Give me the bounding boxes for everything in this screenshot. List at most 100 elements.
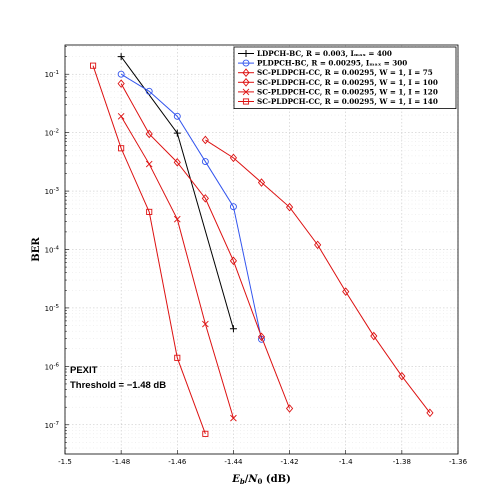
data-point (90, 62, 97, 69)
x-axis-label: Eb/N0 (dB) (231, 474, 291, 486)
legend-label: LDPCH-BC, R = 0.003, Iₘₐₓ = 400 (257, 49, 392, 58)
data-point (426, 408, 434, 418)
legend-entries: LDPCH-BC, R = 0.003, Iₘₐₓ = 400PLDPCH-BC… (238, 49, 438, 106)
x-axis-label-b: b (240, 477, 245, 486)
legend-label: PLDPCH-BC, R = 0.00295, Iₘₐₓ = 300 (257, 59, 407, 68)
legend: LDPCH-BC, R = 0.003, Iₘₐₓ = 400PLDPCH-BC… (233, 46, 457, 109)
x-axis-label-n: N (247, 474, 258, 485)
legend-label: SC-PLDPCH-CC, R = 0.00295, W = 1, I = 10… (257, 78, 438, 87)
y-tick-exp: -4 (54, 246, 60, 252)
data-point (173, 158, 181, 167)
data-point (174, 354, 181, 361)
series-1 (117, 53, 237, 333)
legend-swatch-marker (242, 98, 250, 105)
data-point (173, 129, 181, 137)
x-tick-label: -1.46 (168, 458, 187, 466)
data-point (314, 240, 322, 250)
data-point (229, 203, 237, 211)
y-tick-exp: -6 (54, 362, 60, 368)
x-tick-label: -1.48 (112, 458, 130, 466)
y-tick-label: 10-4 (45, 246, 60, 255)
series-2 (117, 70, 265, 343)
data-point (117, 53, 125, 61)
y-tick-base: 10 (45, 247, 54, 255)
data-point (201, 135, 209, 145)
y-tick-base: 10 (45, 188, 54, 196)
legend-entry: SC-PLDPCH-CC, R = 0.00295, W = 1, I = 12… (238, 87, 438, 96)
legend-swatch-marker (242, 88, 250, 96)
data-point (342, 287, 350, 296)
data-point (202, 320, 209, 328)
y-tick-exp: -7 (54, 421, 60, 427)
series-line (120, 83, 291, 409)
data-point (201, 194, 209, 203)
data-point (173, 215, 181, 223)
data-point (370, 331, 378, 341)
y-tick-base: 10 (45, 130, 54, 138)
x-tick-label: -1.42 (281, 458, 299, 466)
data-point (257, 178, 266, 187)
y-axis-label: BER (31, 237, 42, 262)
legend-entry: SC-PLDPCH-CC, R = 0.00295, W = 1, I = 14… (238, 97, 438, 106)
data-point (145, 160, 153, 168)
y-tick-label: 10-6 (45, 362, 60, 371)
data-point (201, 158, 209, 166)
x-tick-label: -1.36 (449, 458, 468, 466)
legend-label: SC-PLDPCH-CC, R = 0.00295, W = 1, I = 75 (257, 68, 433, 77)
y-tick-base: 10 (45, 305, 54, 313)
data-point (230, 414, 237, 422)
y-tick-exp: -5 (54, 304, 60, 310)
y-tick-label: 10-7 (45, 421, 60, 430)
x-tick-label: -1.44 (224, 458, 243, 466)
data-point (257, 332, 266, 342)
y-tick-label: 10-2 (45, 129, 59, 138)
series-4 (117, 79, 294, 413)
y-tick-base: 10 (45, 422, 54, 430)
data-point (145, 87, 153, 95)
y-tick-label: 10-1 (45, 70, 59, 79)
x-axis-label-zero: 0 (258, 477, 263, 486)
legend-label: SC-PLDPCH-CC, R = 0.00295, W = 1, I = 14… (257, 97, 438, 106)
data-point (229, 325, 237, 333)
y-tick-exp: -2 (54, 129, 59, 135)
y-tick-base: 10 (45, 363, 54, 371)
legend-entry: LDPCH-BC, R = 0.003, Iₘₐₓ = 400 (238, 49, 392, 58)
data-point (117, 70, 125, 78)
data-point (117, 79, 125, 88)
x-axis-label-over: / (245, 474, 249, 485)
y-tick-exp: -1 (54, 70, 59, 76)
y-tick-label: 10-5 (45, 304, 60, 313)
legend-label: SC-PLDPCH-CC, R = 0.00295, W = 1, I = 12… (257, 87, 438, 96)
y-tick-label: 10-3 (45, 187, 60, 196)
y-tick-exp: -3 (54, 187, 60, 193)
series-line (92, 65, 206, 435)
x-tick-label: -1.38 (393, 458, 411, 466)
series-5 (117, 113, 237, 422)
data-point (145, 129, 153, 139)
series-6 (90, 62, 209, 437)
x-axis-label-unit: (dB) (262, 474, 290, 485)
data-point (202, 430, 209, 437)
legend-entry: SC-PLDPCH-CC, R = 0.00295, W = 1, I = 75 (238, 68, 433, 77)
series-line (120, 73, 262, 340)
series-line (205, 139, 431, 414)
data-point (229, 256, 238, 266)
threshold-annotation: PEXIT Threshold = −1.48 dB (70, 365, 166, 391)
data-point (285, 202, 294, 212)
data-point (285, 404, 294, 413)
legend-entry: SC-PLDPCH-CC, R = 0.00295, W = 1, I = 10… (238, 78, 438, 87)
x-tick-label: -1.5 (58, 458, 72, 466)
annotation-pexit: PEXIT (70, 365, 98, 376)
x-axis-label-e: E (231, 474, 240, 485)
data-point (146, 208, 153, 215)
data-point (173, 112, 181, 120)
legend-box (233, 46, 457, 109)
data-point (229, 153, 238, 163)
legend-swatch-marker (242, 77, 250, 87)
series-layer (90, 53, 434, 437)
data-point (118, 145, 125, 152)
axis-ticks: -1.5 -1.48 -1.46 -1.44 -1.42 -1.4 -1.38 -1.36 10… (45, 46, 468, 466)
series-3 (201, 135, 434, 418)
legend-swatch-marker (242, 50, 250, 57)
